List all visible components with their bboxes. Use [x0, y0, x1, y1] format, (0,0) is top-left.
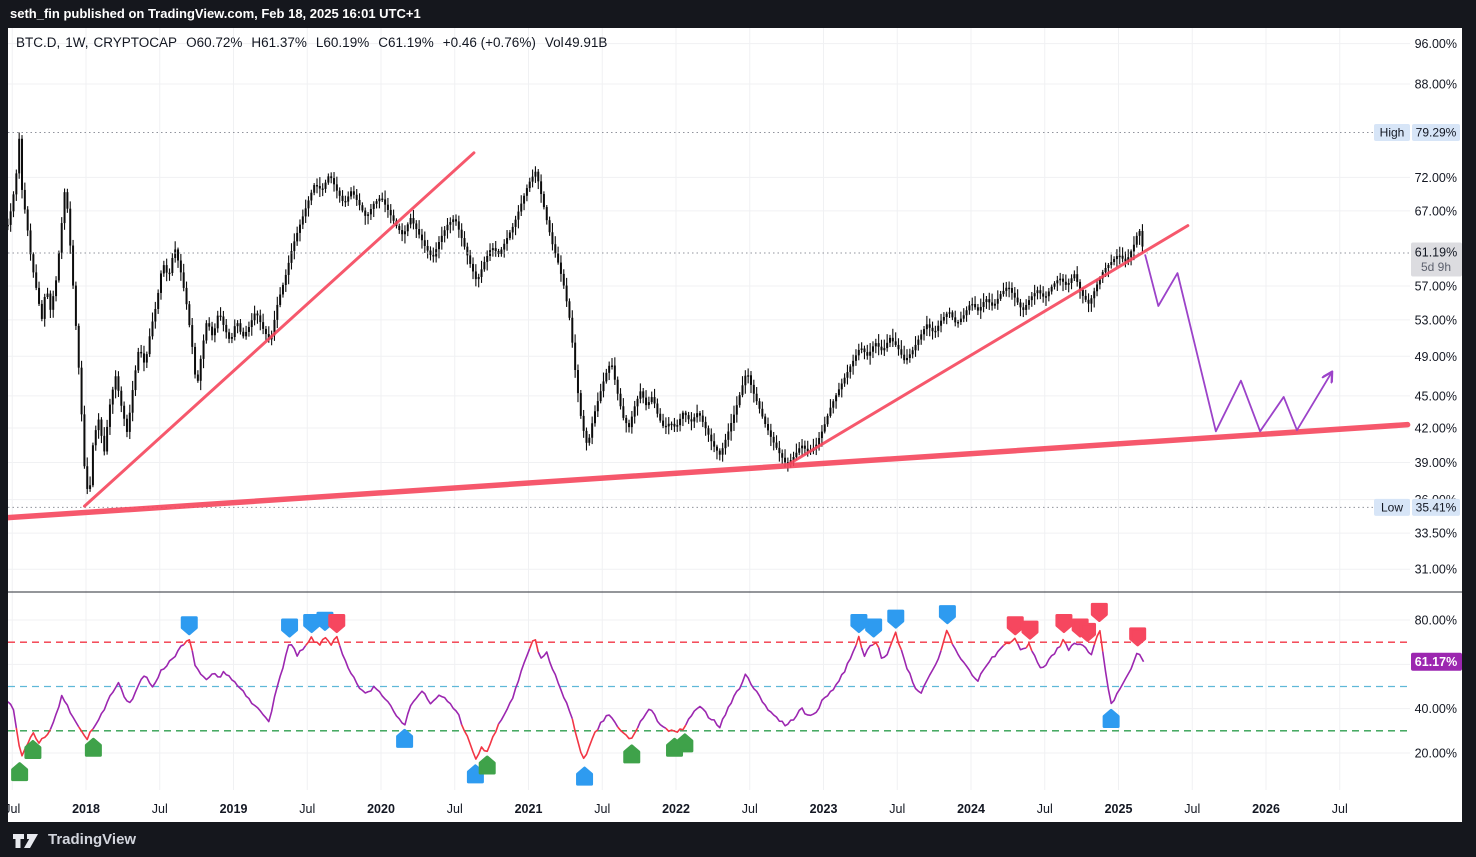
rsi-axis-tick: 20.00%: [1415, 747, 1457, 761]
volume-label: Vol: [544, 35, 564, 50]
brand-name: TradingView: [48, 831, 137, 848]
time-axis-label: Jul: [447, 802, 463, 816]
ohlc-high: H61.37%: [251, 35, 307, 50]
symbol-interval: 1W,: [65, 35, 89, 50]
grid: [8, 28, 1410, 790]
price-axis-tick: 57.00%: [1415, 279, 1457, 293]
last-price-countdown: 5d 9h: [1421, 260, 1451, 274]
rsi-line-extreme: [15, 629, 1104, 760]
high-label-text: High: [1380, 126, 1405, 140]
high-value-text: 79.29%: [1416, 126, 1457, 140]
time-axis-label: 2022: [662, 802, 690, 816]
symbol-exchange: CRYPTOCAP: [93, 35, 178, 50]
time-axis-label: 2020: [367, 802, 395, 816]
low-value-text: 35.41%: [1416, 500, 1457, 514]
ohlc-open: O60.72%: [186, 35, 243, 50]
time-axis-label: Jul: [1332, 802, 1348, 816]
price-axis-tick: 39.00%: [1415, 456, 1457, 470]
footer-bar: TradingView: [0, 822, 1476, 857]
low-label-text: Low: [1381, 500, 1403, 514]
rsi-blue-marker-down: [281, 618, 299, 638]
time-axis-label: Jul: [1184, 802, 1200, 816]
price-bars: [8, 132, 1144, 495]
rsi-green-marker-up: [11, 762, 29, 782]
ohlc-close: C61.19%: [378, 35, 434, 50]
rsi-red-marker-down: [1006, 616, 1024, 636]
price-axis-tick: 72.00%: [1415, 171, 1457, 185]
rsi-blue-marker-down: [850, 614, 868, 634]
high-value-chip: [1412, 124, 1460, 142]
trendline-2023[interactable]: [788, 224, 1190, 466]
ohlc-change: +0.46 (+0.76%): [442, 35, 536, 50]
price-axis-tick: 88.00%: [1415, 78, 1457, 92]
time-axis-label: Jul: [8, 802, 20, 816]
rsi-red-marker-down: [1129, 627, 1147, 647]
rsi-axis-tick: 40.00%: [1415, 702, 1457, 716]
chart-panel[interactable]: 96.00% 88.00% 72.00% 67.00% 57.00% 53.00% 49.0…: [8, 28, 1462, 822]
rsi-red-marker-down: [1090, 602, 1108, 622]
low-label-chip: [1374, 498, 1410, 516]
rsi-axis-tick: 80.00%: [1415, 614, 1457, 628]
symbol-name: BTC.D,: [16, 35, 61, 50]
volume-group: Vol 49.91B: [545, 35, 608, 50]
time-axis-label: Jul: [742, 802, 758, 816]
low-value-chip: [1412, 498, 1460, 516]
last-price-text: 61.19%: [1415, 245, 1457, 259]
rsi-green-marker-up: [24, 739, 42, 759]
rsi-green-marker-up: [478, 755, 496, 775]
rsi-blue-marker-up: [396, 728, 414, 748]
attribution-text: seth_fin published on TradingView.com, F…: [10, 6, 421, 21]
symbol-ohlc-header: BTC.D, 1W, CRYPTOCAP O60.72% H61.37% L60…: [16, 35, 607, 50]
volume-value: 49.91B: [564, 35, 608, 50]
price-axis-tick: 96.00%: [1415, 37, 1457, 51]
time-axis-label: 2021: [515, 802, 543, 816]
price-axis-tick: 49.00%: [1415, 350, 1457, 364]
time-axis-label: 2023: [810, 802, 838, 816]
time-axis-label: 2019: [220, 802, 248, 816]
last-price-chip: [1411, 242, 1462, 277]
rsi-red-marker-down: [1079, 622, 1097, 642]
time-axis-label: 2025: [1105, 802, 1133, 816]
rsi-red-marker-down: [1055, 614, 1073, 634]
rsi-green-marker-up: [623, 744, 641, 764]
rsi-value-text: 61.17%: [1415, 655, 1457, 669]
price-axis-tick: 53.00%: [1415, 313, 1457, 327]
high-label-chip: [1374, 124, 1410, 142]
rsi-blue-marker-up: [576, 766, 594, 786]
price-axis-tick: 67.00%: [1415, 204, 1457, 218]
rsi-blue-marker-up: [1102, 708, 1120, 728]
price-axis-tick: 42.00%: [1415, 421, 1457, 435]
price-axis-tick: 31.00%: [1415, 563, 1457, 577]
trendline-2018[interactable]: [83, 151, 476, 508]
rsi-blue-marker-down: [303, 614, 321, 634]
chart-canvas[interactable]: 96.00% 88.00% 72.00% 67.00% 57.00% 53.00% 49.0…: [8, 28, 1462, 822]
price-axis-tick: 33.50%: [1415, 527, 1457, 541]
rsi-blue-marker-down: [887, 609, 905, 629]
symbol-title: BTC.D, 1W, CRYPTOCAP: [16, 35, 177, 50]
rsi-value-chip: [1411, 652, 1462, 671]
rsi-blue-marker-down: [865, 618, 883, 638]
rsi-green-marker-up: [84, 737, 102, 757]
time-axis-label: Jul: [152, 802, 168, 816]
rsi-line: [8, 642, 1145, 730]
attribution-bar: seth_fin published on TradingView.com, F…: [0, 0, 1476, 28]
time-axis-label: Jul: [1037, 802, 1053, 816]
time-axis-label: 2026: [1252, 802, 1280, 816]
rsi-red-marker-down: [328, 614, 346, 634]
rsi-blue-marker-down: [180, 616, 198, 636]
time-axis-label: 2018: [72, 802, 100, 816]
rsi-red-marker-down: [1021, 620, 1039, 640]
ohlc-low: L60.19%: [315, 35, 370, 50]
time-axis-label: Jul: [594, 802, 610, 816]
time-axis-label: 2024: [957, 802, 985, 816]
forecast-path[interactable]: [1144, 254, 1331, 433]
rsi-green-marker-up: [676, 733, 694, 753]
time-axis-label: Jul: [299, 802, 315, 816]
tradingview-logo-icon[interactable]: [12, 830, 39, 849]
price-axis-tick: 45.00%: [1415, 389, 1457, 403]
rsi-blue-marker-down: [938, 605, 956, 625]
time-axis-label: Jul: [889, 802, 905, 816]
support-trendline[interactable]: [8, 421, 1411, 521]
